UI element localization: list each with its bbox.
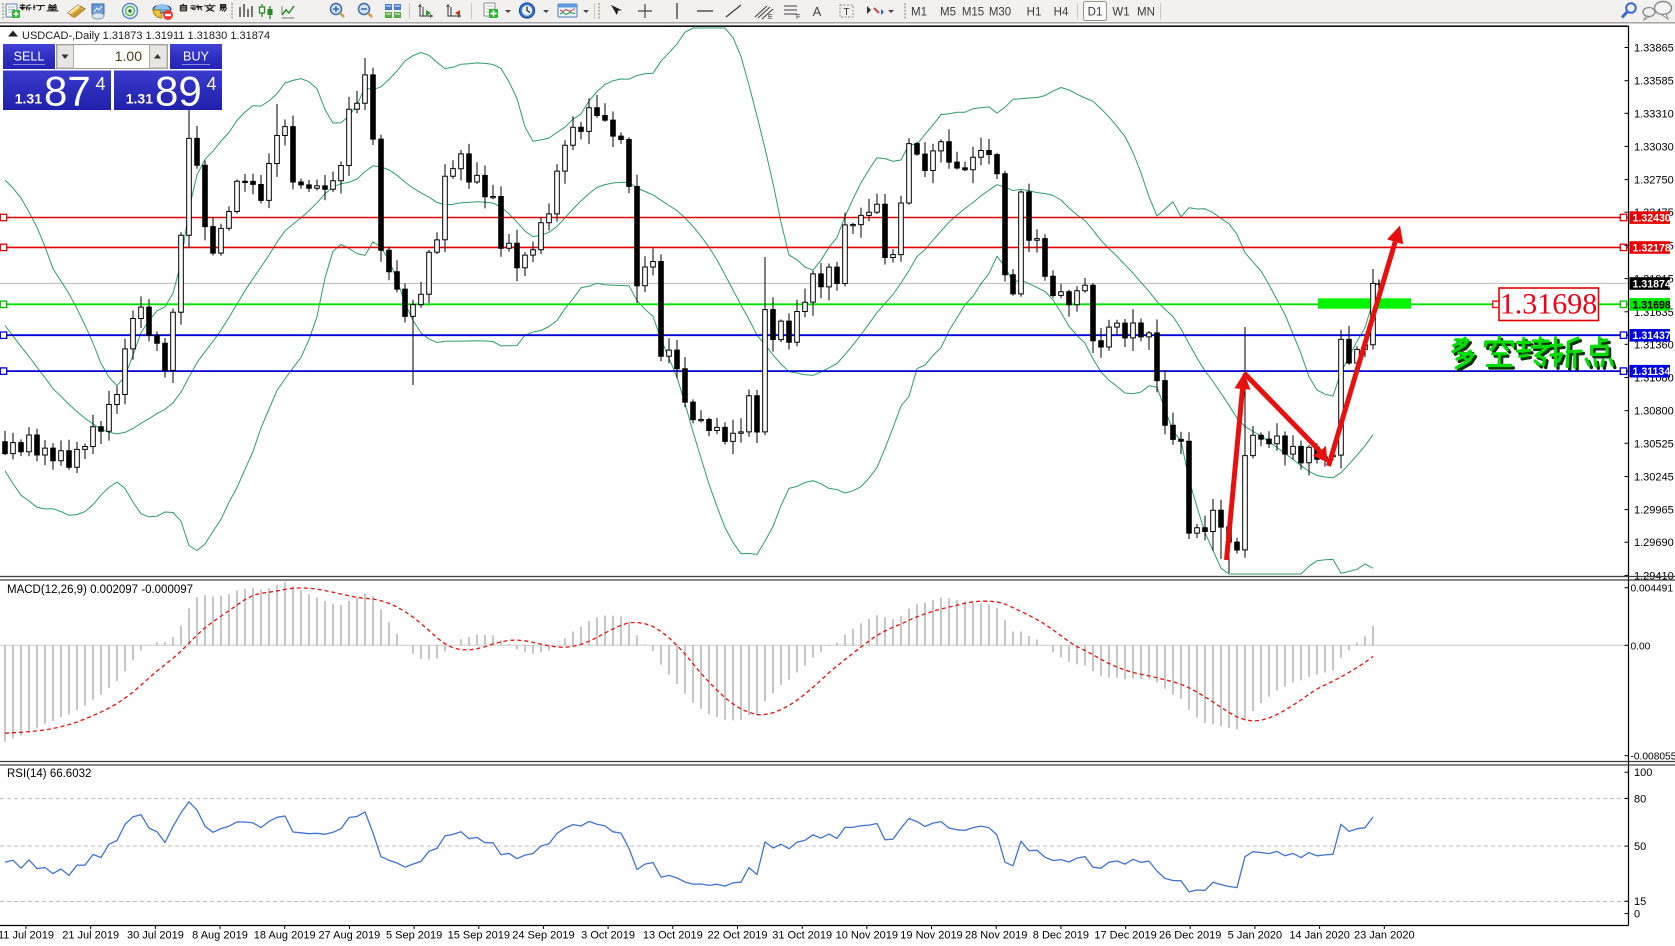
svg-text:19 Nov 2019: 19 Nov 2019 xyxy=(900,930,962,942)
svg-text:E: E xyxy=(768,14,773,21)
svg-text:1.29965: 1.29965 xyxy=(1634,505,1674,517)
svg-text:15 Sep 2019: 15 Sep 2019 xyxy=(448,930,510,942)
svg-text:89: 89 xyxy=(155,68,202,115)
svg-text:5 Jan 2020: 5 Jan 2020 xyxy=(1228,930,1282,942)
svg-text:15: 15 xyxy=(1634,896,1646,908)
svg-text:H4: H4 xyxy=(1054,7,1069,19)
svg-text:M5: M5 xyxy=(940,7,956,19)
svg-text:A: A xyxy=(813,4,822,19)
svg-text:8 Aug 2019: 8 Aug 2019 xyxy=(192,930,248,942)
svg-text:22 Oct 2019: 22 Oct 2019 xyxy=(708,930,768,942)
svg-text:1.32750: 1.32750 xyxy=(1634,175,1674,187)
svg-text:1.31: 1.31 xyxy=(15,91,42,107)
svg-text:M30: M30 xyxy=(989,7,1011,19)
svg-text:21 Jul 2019: 21 Jul 2019 xyxy=(62,930,119,942)
svg-text:-0.008055: -0.008055 xyxy=(1631,752,1675,763)
svg-text:80: 80 xyxy=(1634,793,1646,805)
svg-text:MACD(12,26,9) 0.002097 -0.0000: MACD(12,26,9) 0.002097 -0.000097 xyxy=(7,584,193,596)
svg-text:14 Jan 2020: 14 Jan 2020 xyxy=(1289,930,1350,942)
svg-text:1.30800: 1.30800 xyxy=(1634,406,1674,418)
svg-text:1.33585: 1.33585 xyxy=(1634,76,1674,88)
svg-text:0.00: 0.00 xyxy=(1631,641,1651,652)
svg-text:31 Oct 2019: 31 Oct 2019 xyxy=(772,930,832,942)
svg-text:1.33310: 1.33310 xyxy=(1634,108,1674,120)
svg-text:26 Dec 2019: 26 Dec 2019 xyxy=(1159,930,1221,942)
svg-text:0.004491: 0.004491 xyxy=(1631,584,1674,595)
svg-text:1.32430: 1.32430 xyxy=(1633,213,1671,225)
svg-text:BUY: BUY xyxy=(183,50,209,64)
svg-text:T: T xyxy=(843,7,849,18)
svg-text:1.32178: 1.32178 xyxy=(1633,242,1671,254)
svg-text:17 Dec 2019: 17 Dec 2019 xyxy=(1094,930,1156,942)
svg-text:D1: D1 xyxy=(1088,7,1103,19)
svg-text:1.30525: 1.30525 xyxy=(1634,438,1674,450)
svg-text:M15: M15 xyxy=(962,7,984,19)
svg-text:23 Jan 2020: 23 Jan 2020 xyxy=(1354,930,1415,942)
svg-text:1.29690: 1.29690 xyxy=(1634,537,1674,549)
svg-text:1.31698: 1.31698 xyxy=(1633,299,1671,311)
svg-text:8 Dec 2019: 8 Dec 2019 xyxy=(1033,930,1089,942)
svg-text:1.31437: 1.31437 xyxy=(1633,330,1671,342)
svg-text:5 Sep 2019: 5 Sep 2019 xyxy=(386,930,442,942)
svg-text:MN: MN xyxy=(1137,7,1155,19)
svg-text:11 Jul 2019: 11 Jul 2019 xyxy=(0,930,54,942)
svg-text:SELL: SELL xyxy=(14,50,45,64)
svg-text:USDCAD-,Daily 1.31873 1.31911: USDCAD-,Daily 1.31873 1.31911 1.31830 1.… xyxy=(22,30,270,42)
svg-text:1.33865: 1.33865 xyxy=(1634,43,1674,55)
svg-text:1.00: 1.00 xyxy=(115,48,142,64)
svg-text:1.31134: 1.31134 xyxy=(1633,366,1671,378)
svg-text:10 Nov 2019: 10 Nov 2019 xyxy=(836,930,898,942)
svg-text:100: 100 xyxy=(1634,767,1652,779)
svg-text:3 Oct 2019: 3 Oct 2019 xyxy=(581,930,635,942)
svg-text:RSI(14) 66.6032: RSI(14) 66.6032 xyxy=(7,768,91,780)
svg-text:1.31360: 1.31360 xyxy=(1634,339,1674,351)
svg-text:4: 4 xyxy=(96,74,106,94)
svg-text:1.31698: 1.31698 xyxy=(1500,288,1598,321)
svg-text:1.31: 1.31 xyxy=(126,91,153,107)
svg-text:F: F xyxy=(796,14,800,21)
svg-text:1.33030: 1.33030 xyxy=(1634,141,1674,153)
svg-text:13 Oct 2019: 13 Oct 2019 xyxy=(643,930,703,942)
svg-text:28 Nov 2019: 28 Nov 2019 xyxy=(965,930,1027,942)
svg-text:M1: M1 xyxy=(911,7,927,19)
svg-text:4: 4 xyxy=(207,74,217,94)
svg-text:0: 0 xyxy=(1634,909,1640,921)
svg-text:50: 50 xyxy=(1634,841,1646,853)
svg-text:1.30245: 1.30245 xyxy=(1634,472,1674,484)
svg-text:W1: W1 xyxy=(1112,7,1129,19)
svg-text:H1: H1 xyxy=(1027,7,1042,19)
svg-text:30 Jul 2019: 30 Jul 2019 xyxy=(127,930,184,942)
svg-text:87: 87 xyxy=(44,68,91,115)
svg-text:24 Sep 2019: 24 Sep 2019 xyxy=(512,930,574,942)
svg-text:18 Aug 2019: 18 Aug 2019 xyxy=(254,930,316,942)
svg-text:1.31874: 1.31874 xyxy=(1633,278,1671,290)
svg-text:27 Aug 2019: 27 Aug 2019 xyxy=(319,930,381,942)
